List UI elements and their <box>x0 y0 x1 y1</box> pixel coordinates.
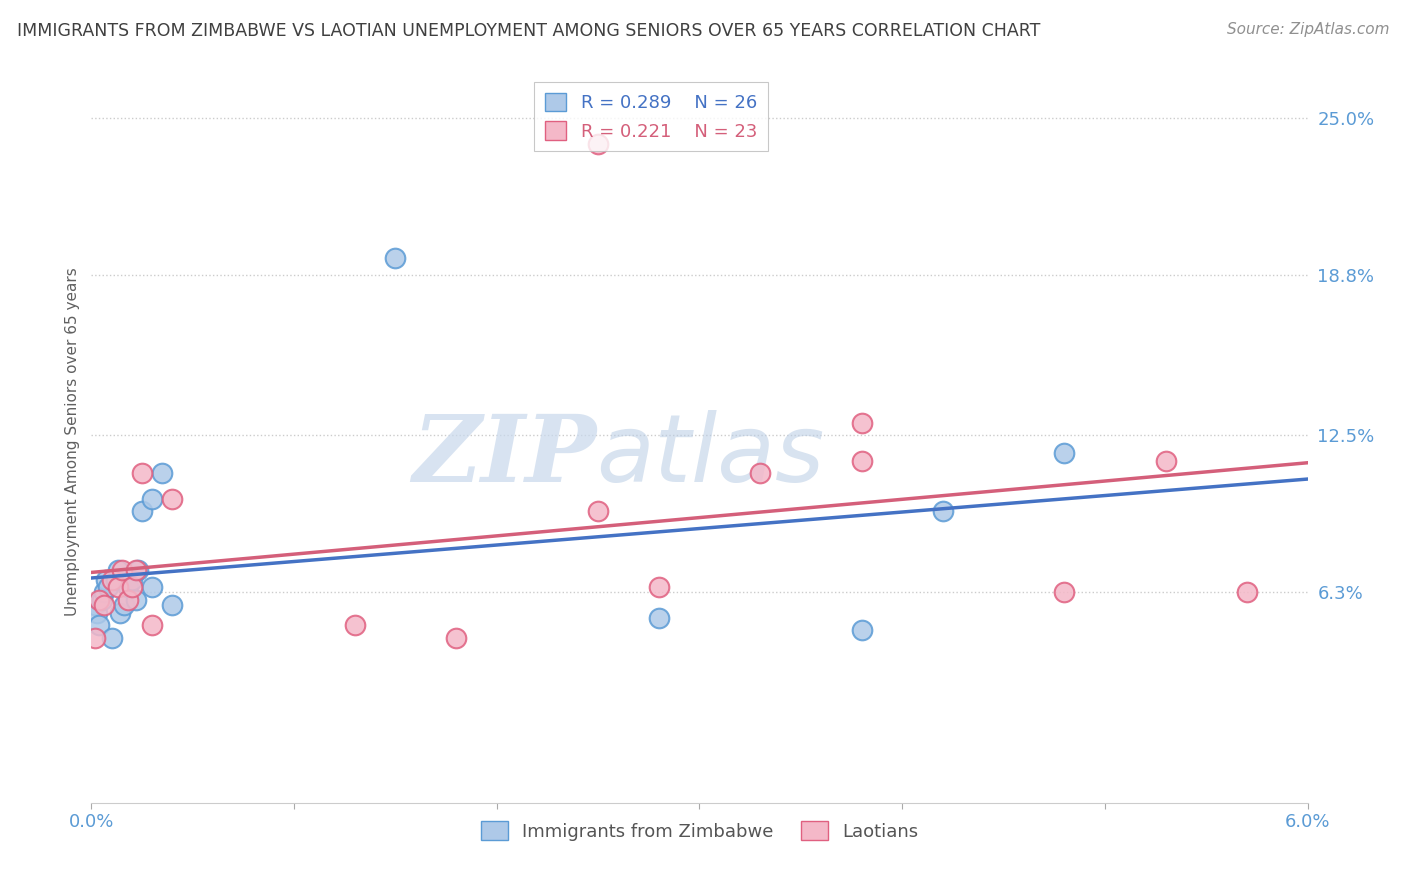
Point <box>1053 585 1076 599</box>
Point <box>93 585 115 599</box>
Point <box>121 573 143 587</box>
Point <box>125 563 148 577</box>
Point <box>131 467 153 481</box>
Point <box>343 618 366 632</box>
Point <box>84 598 107 612</box>
Point <box>141 491 163 506</box>
Point <box>108 606 131 620</box>
Point <box>1236 585 1258 599</box>
Point <box>107 580 129 594</box>
Point <box>100 573 122 587</box>
Y-axis label: Unemployment Among Seniors over 65 years: Unemployment Among Seniors over 65 years <box>65 268 80 615</box>
Point <box>162 598 184 612</box>
Legend: Immigrants from Zimbabwe, Laotians: Immigrants from Zimbabwe, Laotians <box>474 814 925 848</box>
Point <box>127 563 149 577</box>
Point <box>104 573 127 587</box>
Point <box>125 593 148 607</box>
Point <box>1154 453 1177 467</box>
Point <box>648 611 671 625</box>
Point <box>141 580 163 594</box>
Point <box>150 467 173 481</box>
Point <box>117 593 139 607</box>
Point <box>851 416 873 430</box>
Text: ZIP: ZIP <box>412 411 596 501</box>
Point <box>749 467 772 481</box>
Point <box>117 580 139 594</box>
Text: Source: ZipAtlas.com: Source: ZipAtlas.com <box>1226 22 1389 37</box>
Point <box>100 631 122 645</box>
Point <box>851 453 873 467</box>
Point <box>131 504 153 518</box>
Point <box>107 563 129 577</box>
Point <box>162 491 184 506</box>
Point <box>111 563 134 577</box>
Point <box>931 504 953 518</box>
Point <box>1053 446 1076 460</box>
Point <box>90 593 112 607</box>
Text: IMMIGRANTS FROM ZIMBABWE VS LAOTIAN UNEMPLOYMENT AMONG SENIORS OVER 65 YEARS COR: IMMIGRANTS FROM ZIMBABWE VS LAOTIAN UNEM… <box>17 22 1040 40</box>
Point <box>586 136 609 151</box>
Point <box>86 606 108 620</box>
Point <box>586 504 609 518</box>
Point <box>97 580 120 594</box>
Point <box>93 598 115 612</box>
Point <box>648 580 671 594</box>
Point <box>141 618 163 632</box>
Point <box>444 631 467 645</box>
Point <box>121 580 143 594</box>
Point <box>112 598 135 612</box>
Point <box>94 573 117 587</box>
Point <box>89 618 111 632</box>
Point <box>84 631 107 645</box>
Point <box>89 593 111 607</box>
Point <box>851 624 873 638</box>
Text: atlas: atlas <box>596 410 824 501</box>
Point <box>384 251 406 265</box>
